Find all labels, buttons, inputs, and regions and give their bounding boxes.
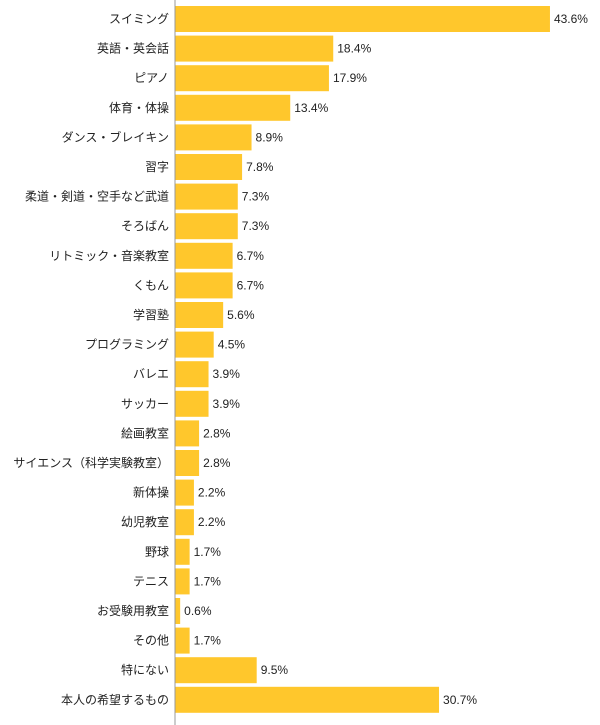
- value-label: 9.5%: [261, 663, 289, 677]
- category-label: サイエンス（科学実験教室）: [13, 455, 169, 470]
- category-label: リトミック・音楽教室: [49, 248, 169, 263]
- bar: [175, 479, 194, 506]
- category-label: スイミング: [109, 12, 169, 26]
- bar: [175, 686, 440, 713]
- bar: [175, 568, 190, 595]
- value-label: 3.9%: [213, 367, 241, 381]
- value-label: 2.8%: [203, 456, 231, 470]
- bar: [175, 657, 257, 684]
- bar: [175, 390, 209, 417]
- bar: [175, 331, 214, 358]
- value-label: 18.4%: [337, 42, 371, 56]
- bar: [175, 538, 190, 565]
- category-label: 野球: [145, 545, 169, 559]
- bar: [175, 302, 224, 328]
- category-label: お受験用教室: [97, 603, 169, 618]
- bar: [175, 154, 243, 180]
- bar: [175, 6, 550, 32]
- category-label: 本人の希望するもの: [61, 692, 169, 707]
- bar: [175, 627, 190, 654]
- value-label: 3.9%: [213, 397, 241, 411]
- value-label: 2.8%: [203, 426, 231, 440]
- bar: [175, 183, 238, 210]
- category-label: その他: [133, 634, 169, 648]
- value-labels-group: 43.6% 18.4% 17.9% 13.4% 8.9% 7.8% 7.3% 7.3% 6.7%…: [184, 12, 588, 707]
- bars-group: [175, 6, 550, 713]
- value-label: 4.5%: [218, 338, 246, 352]
- bar: [175, 124, 252, 151]
- category-label: くもん: [133, 278, 169, 292]
- value-label: 7.3%: [242, 190, 270, 204]
- value-label: 1.7%: [194, 574, 222, 588]
- value-label: 7.3%: [242, 219, 270, 233]
- category-label: 柔道・剣道・空手など武道: [25, 190, 169, 204]
- value-label: 0.6%: [184, 604, 212, 618]
- value-label: 5.6%: [227, 308, 255, 322]
- value-label: 2.2%: [198, 515, 226, 529]
- category-label: サッカー: [121, 397, 169, 411]
- bar: [175, 361, 209, 388]
- value-label: 6.7%: [237, 249, 265, 263]
- category-label: プログラミング: [85, 338, 169, 352]
- category-label: 絵画教室: [121, 425, 169, 440]
- value-label: 6.7%: [237, 278, 265, 292]
- bar: [175, 35, 334, 62]
- category-label: 新体操: [133, 485, 169, 500]
- bar: [175, 509, 194, 536]
- bar: [175, 420, 200, 447]
- bar: [175, 213, 238, 240]
- category-label: ダンス・ブレイキン: [62, 129, 169, 144]
- category-label: 学習塾: [133, 307, 169, 322]
- value-label: 1.7%: [194, 634, 222, 648]
- category-label: バレエ: [133, 367, 169, 381]
- category-label: そろばん: [121, 219, 169, 233]
- category-label: テニス: [133, 574, 169, 588]
- bar: [175, 450, 200, 476]
- value-label: 13.4%: [294, 101, 328, 115]
- value-label: 1.7%: [194, 545, 222, 559]
- category-labels-group: スイミング英語・英会話ピアノ体育・体操ダンス・ブレイキン習字柔道・剣道・空手など…: [13, 12, 169, 707]
- category-label: 英語・英会話: [97, 41, 169, 56]
- value-label: 7.8%: [246, 160, 274, 174]
- category-label: 体育・体操: [109, 100, 169, 115]
- category-label: ピアノ: [134, 71, 169, 85]
- category-label: 習字: [145, 159, 169, 174]
- bar: [175, 242, 233, 269]
- value-label: 8.9%: [256, 130, 284, 144]
- category-label: 特にない: [121, 662, 169, 677]
- bar: [175, 598, 181, 624]
- value-label: 43.6%: [554, 12, 588, 26]
- value-label: 30.7%: [443, 693, 477, 707]
- value-label: 2.2%: [198, 486, 226, 500]
- value-label: 17.9%: [333, 71, 367, 85]
- bar: [175, 94, 291, 121]
- bar: [175, 272, 233, 299]
- bar: [175, 65, 329, 92]
- category-label: 幼児教室: [121, 514, 169, 529]
